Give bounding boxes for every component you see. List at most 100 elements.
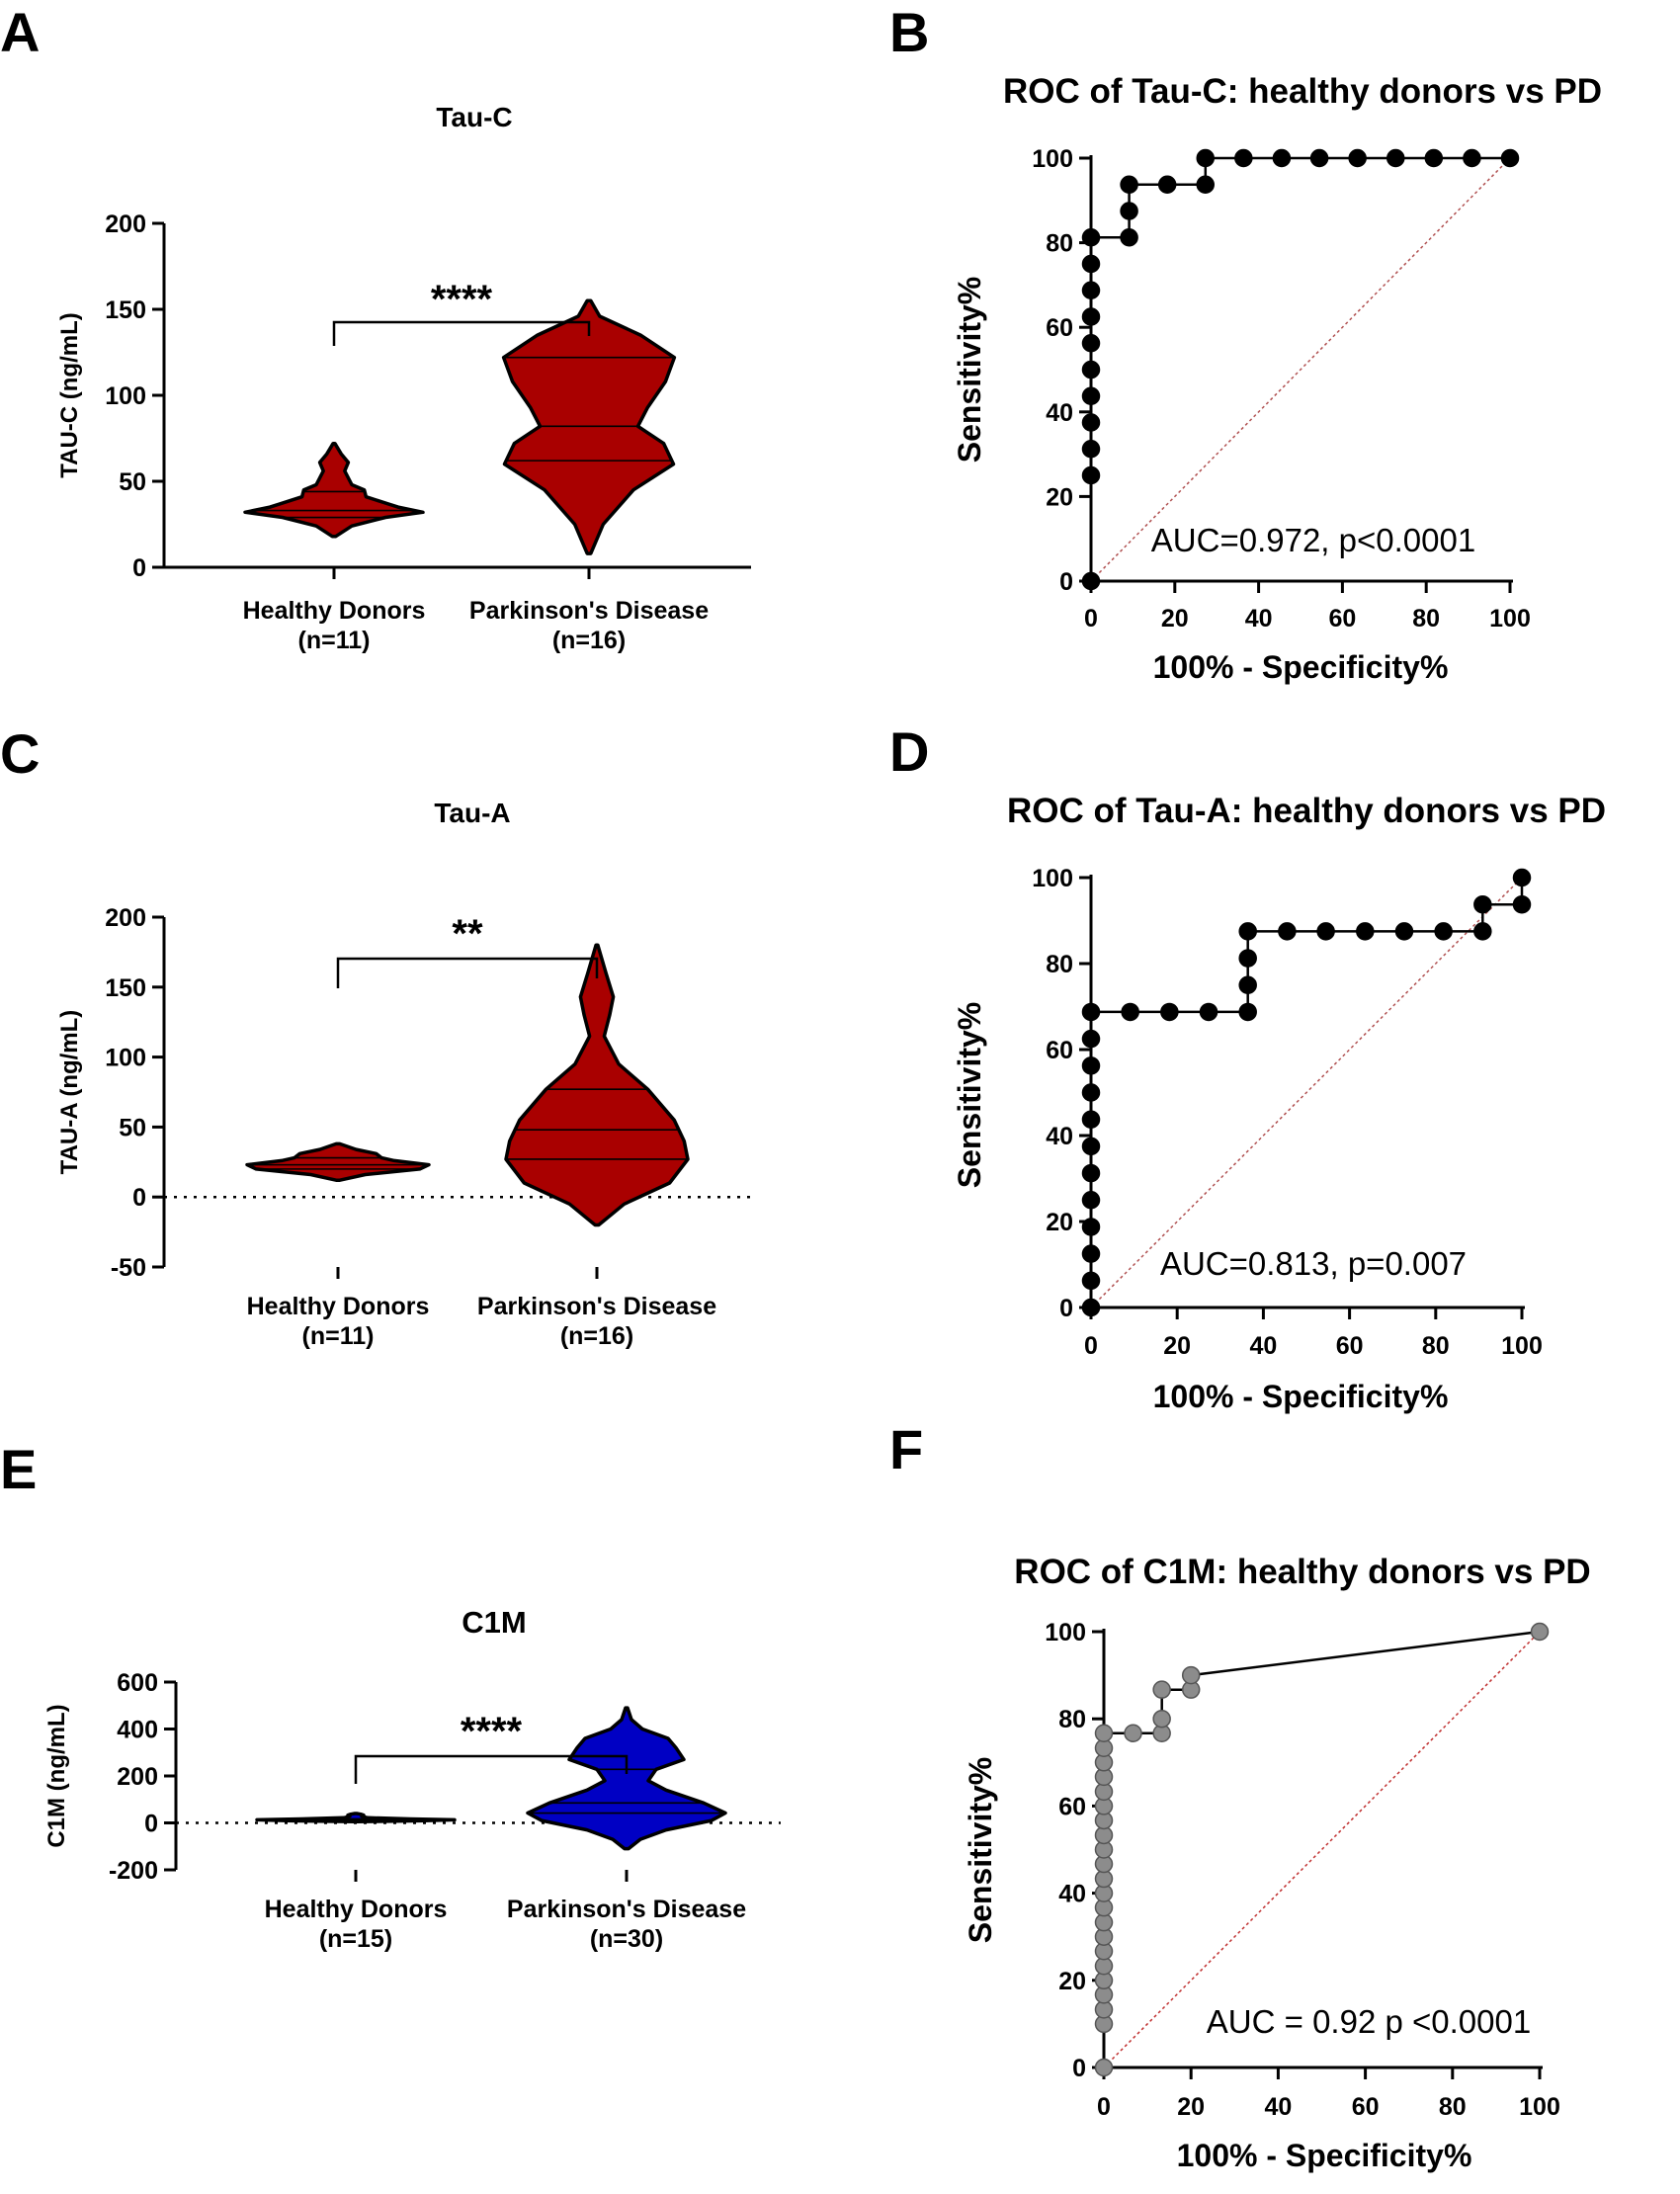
y-tick-label: 100 <box>1032 145 1073 173</box>
roc-point <box>1234 148 1253 168</box>
y-tick-label: 600 <box>117 1669 158 1697</box>
x-category-label: Healthy Donors <box>243 597 426 625</box>
y-tick-label: 0 <box>1059 568 1073 596</box>
chart-title-e: C1M <box>462 1605 526 1640</box>
x-tick-label: 80 <box>1412 605 1440 633</box>
x-category-count: (n=16) <box>560 1322 633 1350</box>
y-tick-label: 60 <box>1046 1037 1073 1064</box>
y-tick-label: 0 <box>132 554 146 582</box>
auc-annotation: AUC=0.813, p=0.007 <box>1160 1245 1467 1282</box>
roc-point <box>1238 975 1257 994</box>
y-tick-label: 100 <box>1032 865 1073 892</box>
chance-diagonal-line <box>1090 877 1523 1308</box>
x-tick-label: 40 <box>1264 2093 1292 2121</box>
y-tick-label: 40 <box>1046 399 1073 427</box>
y-tick-label: 60 <box>1046 314 1073 342</box>
panel-label-e: E <box>0 1438 37 1500</box>
y-tick-label: 200 <box>105 904 146 932</box>
chart-title-f: ROC of C1M: healthy donors vs PD <box>1014 1553 1590 1591</box>
roc-point <box>1081 1191 1101 1210</box>
y-tick-label: 20 <box>1046 483 1073 511</box>
roc-point <box>1238 949 1257 968</box>
roc-point <box>1081 1056 1101 1075</box>
roc-point <box>1081 307 1101 326</box>
x-tick-label: 60 <box>1328 605 1356 633</box>
roc-point <box>1463 148 1481 168</box>
roc-point <box>1081 413 1101 432</box>
roc-point <box>1081 465 1101 485</box>
y-axis-title: Sensitivity% <box>952 277 987 464</box>
x-tick-label: 80 <box>1439 2093 1467 2121</box>
x-tick-label: 0 <box>1084 1332 1098 1360</box>
x-category-count: (n=15) <box>319 1925 392 1953</box>
roc-point <box>1081 1218 1101 1236</box>
x-tick-label: 100 <box>1489 605 1531 633</box>
x-axis-title: 100% - Specificity% <box>1153 649 1449 685</box>
y-tick-label: 100 <box>105 1045 146 1072</box>
y-axis-title: C1M (ng/mL) <box>43 1704 70 1847</box>
roc-point <box>1120 175 1138 194</box>
violin-healthy-donors <box>245 1141 431 1182</box>
roc-point <box>1081 386 1101 405</box>
chart-title-c: Tau-A <box>434 798 510 828</box>
y-tick-label: 80 <box>1046 951 1073 978</box>
significance-stars: ** <box>452 912 483 956</box>
y-tick-label: 0 <box>132 1184 146 1212</box>
roc-point <box>1316 922 1335 941</box>
significance-stars: **** <box>461 1710 523 1753</box>
y-tick-label: 50 <box>119 1114 146 1141</box>
chart-title-b: ROC of Tau-C: healthy donors vs PD <box>1003 72 1602 111</box>
roc-curve-line <box>1089 878 1524 1308</box>
roc-point <box>1500 148 1520 168</box>
roc-point <box>1196 148 1216 168</box>
x-category-label: Healthy Donors <box>265 1896 448 1923</box>
roc-point <box>1120 228 1138 247</box>
y-tick-label: 50 <box>119 468 146 496</box>
violin-healthy-donors <box>243 441 425 539</box>
x-category-count: (n=30) <box>590 1925 663 1953</box>
roc-point <box>1272 148 1292 168</box>
x-tick-label: 60 <box>1352 2093 1380 2121</box>
roc-point <box>1434 922 1453 941</box>
y-tick-label: 20 <box>1046 1209 1073 1236</box>
x-tick-label: 100 <box>1501 1332 1543 1360</box>
roc-point <box>1238 1002 1257 1022</box>
roc-point <box>1081 334 1101 353</box>
y-tick-label: 0 <box>1072 2055 1086 2082</box>
panel-label-a: A <box>0 1 40 63</box>
roc-point <box>1196 175 1216 194</box>
chance-diagonal-line <box>1103 1631 1541 2068</box>
y-tick-label: 40 <box>1046 1123 1073 1150</box>
x-category-label: Parkinson's Disease <box>469 597 709 625</box>
roc-point <box>1278 922 1297 941</box>
panel-label-f: F <box>889 1418 923 1480</box>
roc-chart-f: 00 20 20 40 40 60 60 80 80 100 100 100% - Specifici… <box>963 1619 1560 2173</box>
roc-point <box>1160 1002 1179 1022</box>
y-tick-label: 200 <box>117 1763 158 1791</box>
roc-point <box>1081 1244 1101 1263</box>
x-tick-label: 0 <box>1084 605 1098 633</box>
roc-point <box>1157 175 1177 194</box>
roc-point <box>1152 1680 1171 1699</box>
roc-point <box>1386 148 1405 168</box>
y-axis-title: Sensitivity% <box>963 1757 998 1944</box>
roc-point <box>1199 1002 1218 1022</box>
roc-point <box>1081 1163 1101 1183</box>
roc-point <box>1081 281 1101 299</box>
roc-point <box>1394 922 1414 941</box>
significance-bracket <box>332 320 591 346</box>
panel-label-c: C <box>0 722 40 785</box>
roc-point <box>1181 1665 1201 1685</box>
y-tick-label: 100 <box>1045 1619 1086 1646</box>
y-axis-title: TAU-A (ng/mL) <box>56 1010 83 1175</box>
auc-annotation: AUC=0.972, p<0.0001 <box>1151 522 1475 558</box>
roc-point <box>1473 894 1492 914</box>
x-tick-label: 40 <box>1249 1332 1277 1360</box>
chart-title-d: ROC of Tau-A: healthy donors vs PD <box>1007 792 1606 830</box>
x-category-count: (n=11) <box>302 1322 375 1350</box>
roc-point <box>1473 922 1492 941</box>
roc-point <box>1081 1271 1101 1291</box>
roc-point <box>1530 1622 1550 1642</box>
